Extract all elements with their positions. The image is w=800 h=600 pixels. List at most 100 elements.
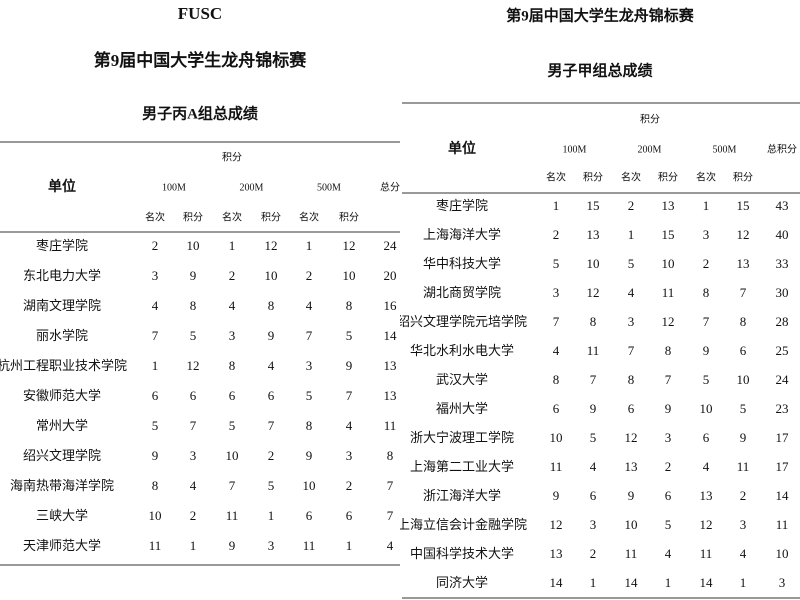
cell: 4 (229, 298, 236, 313)
cell: 12 (265, 238, 278, 253)
cell: 1 (190, 538, 197, 553)
cell: 7 (387, 478, 394, 493)
event-header: 200M (638, 144, 662, 155)
cell: 2 (590, 546, 597, 561)
cell: 11 (700, 546, 713, 561)
cell: 12 (700, 517, 713, 532)
cell: 5 (346, 328, 353, 343)
cell: 12 (587, 285, 600, 300)
cell: 6 (703, 430, 710, 445)
cell: 23 (776, 401, 789, 416)
cell: 4 (665, 546, 672, 561)
cell: 1 (590, 575, 597, 590)
cell: 6 (590, 488, 597, 503)
cell: 24 (384, 238, 398, 253)
sub-header: 积分 (583, 171, 603, 183)
cell: 13 (550, 546, 563, 561)
cell: 28 (776, 314, 789, 329)
cell: 8 (665, 343, 672, 358)
cell: 20 (384, 268, 397, 283)
cell: 7 (306, 328, 313, 343)
cell: 1 (665, 575, 672, 590)
cell: 8 (152, 478, 159, 493)
cell: 6 (190, 388, 197, 403)
cell: 14 (384, 328, 398, 343)
cell: 4 (346, 418, 353, 433)
cell: 10 (737, 372, 750, 387)
unit-name: 绍兴文理学院元培学院 (400, 314, 527, 329)
sub-header: 积分 (261, 211, 281, 223)
cell: 4 (740, 546, 747, 561)
cell: 10 (226, 448, 239, 463)
unit-name: 海南热带海洋学院 (10, 478, 114, 493)
unit-name: 上海海洋大学 (423, 227, 501, 242)
cell: 9 (553, 488, 560, 503)
cell: 24 (776, 372, 790, 387)
unit-name: 武汉大学 (436, 372, 488, 387)
cell: 13 (700, 488, 713, 503)
cell: 9 (346, 358, 353, 373)
cell: 7 (665, 372, 672, 387)
cell: 11 (303, 538, 316, 553)
cell: 4 (268, 358, 275, 373)
total-header: 总积分 (767, 142, 797, 155)
subtitle: 男子丙A组总成绩 (142, 104, 258, 122)
cell: 14 (700, 575, 714, 590)
cell: 10 (343, 268, 356, 283)
cell: 12 (550, 517, 563, 532)
sub-header: 名次 (621, 170, 641, 183)
unit-name: 枣庄学院 (36, 238, 88, 253)
cell: 3 (190, 448, 197, 463)
cell: 7 (346, 388, 353, 403)
unit-name: 浙大宁波理工学院 (410, 430, 514, 445)
event-header: 100M (563, 144, 587, 155)
cell: 4 (387, 538, 394, 553)
brand: FUSC (178, 4, 222, 23)
cell: 5 (190, 328, 197, 343)
unit-name: 浙江海洋大学 (423, 488, 501, 503)
cell: 13 (737, 256, 750, 271)
cell: 8 (553, 372, 560, 387)
cell: 17 (776, 459, 790, 474)
cell: 8 (703, 285, 710, 300)
cell: 2 (346, 478, 353, 493)
cell: 16 (384, 298, 398, 313)
cell: 3 (229, 328, 236, 343)
unit-name: 杭州工程职业技术学院 (0, 358, 127, 373)
unit-name: 上海第二工业大学 (410, 459, 514, 474)
cell: 7 (628, 343, 635, 358)
unit-name: 绍兴文理学院 (23, 448, 101, 463)
unit-name: 安徽师范大学 (23, 388, 101, 403)
cell: 10 (149, 508, 162, 523)
sub-header: 积分 (183, 211, 203, 223)
cell: 3 (779, 575, 786, 590)
cell: 3 (628, 314, 635, 329)
cell: 4 (190, 478, 197, 493)
cell: 14 (625, 575, 639, 590)
score-header: 积分 (222, 151, 242, 163)
unit-name: 常州大学 (36, 418, 88, 433)
cell: 2 (152, 238, 159, 253)
cell: 9 (152, 448, 159, 463)
cell: 40 (776, 227, 789, 242)
cell: 9 (190, 268, 197, 283)
score-header: 积分 (640, 113, 660, 125)
unit-name: 三峡大学 (36, 508, 88, 523)
unit-name: 湖北商贸学院 (423, 285, 501, 300)
cell: 6 (268, 388, 275, 403)
cell: 6 (740, 343, 747, 358)
cell: 3 (306, 358, 313, 373)
cell: 11 (384, 418, 397, 433)
cell: 12 (625, 430, 638, 445)
cell: 3 (740, 517, 747, 532)
cell: 5 (703, 372, 710, 387)
cell: 2 (703, 256, 710, 271)
sub-header: 积分 (339, 211, 359, 223)
cell: 8 (306, 418, 313, 433)
cell: 7 (387, 508, 394, 523)
cell: 13 (662, 198, 675, 213)
cell: 9 (590, 401, 597, 416)
cell: 2 (268, 448, 275, 463)
unit-name: 东北电力大学 (23, 268, 101, 283)
cell: 12 (737, 227, 750, 242)
